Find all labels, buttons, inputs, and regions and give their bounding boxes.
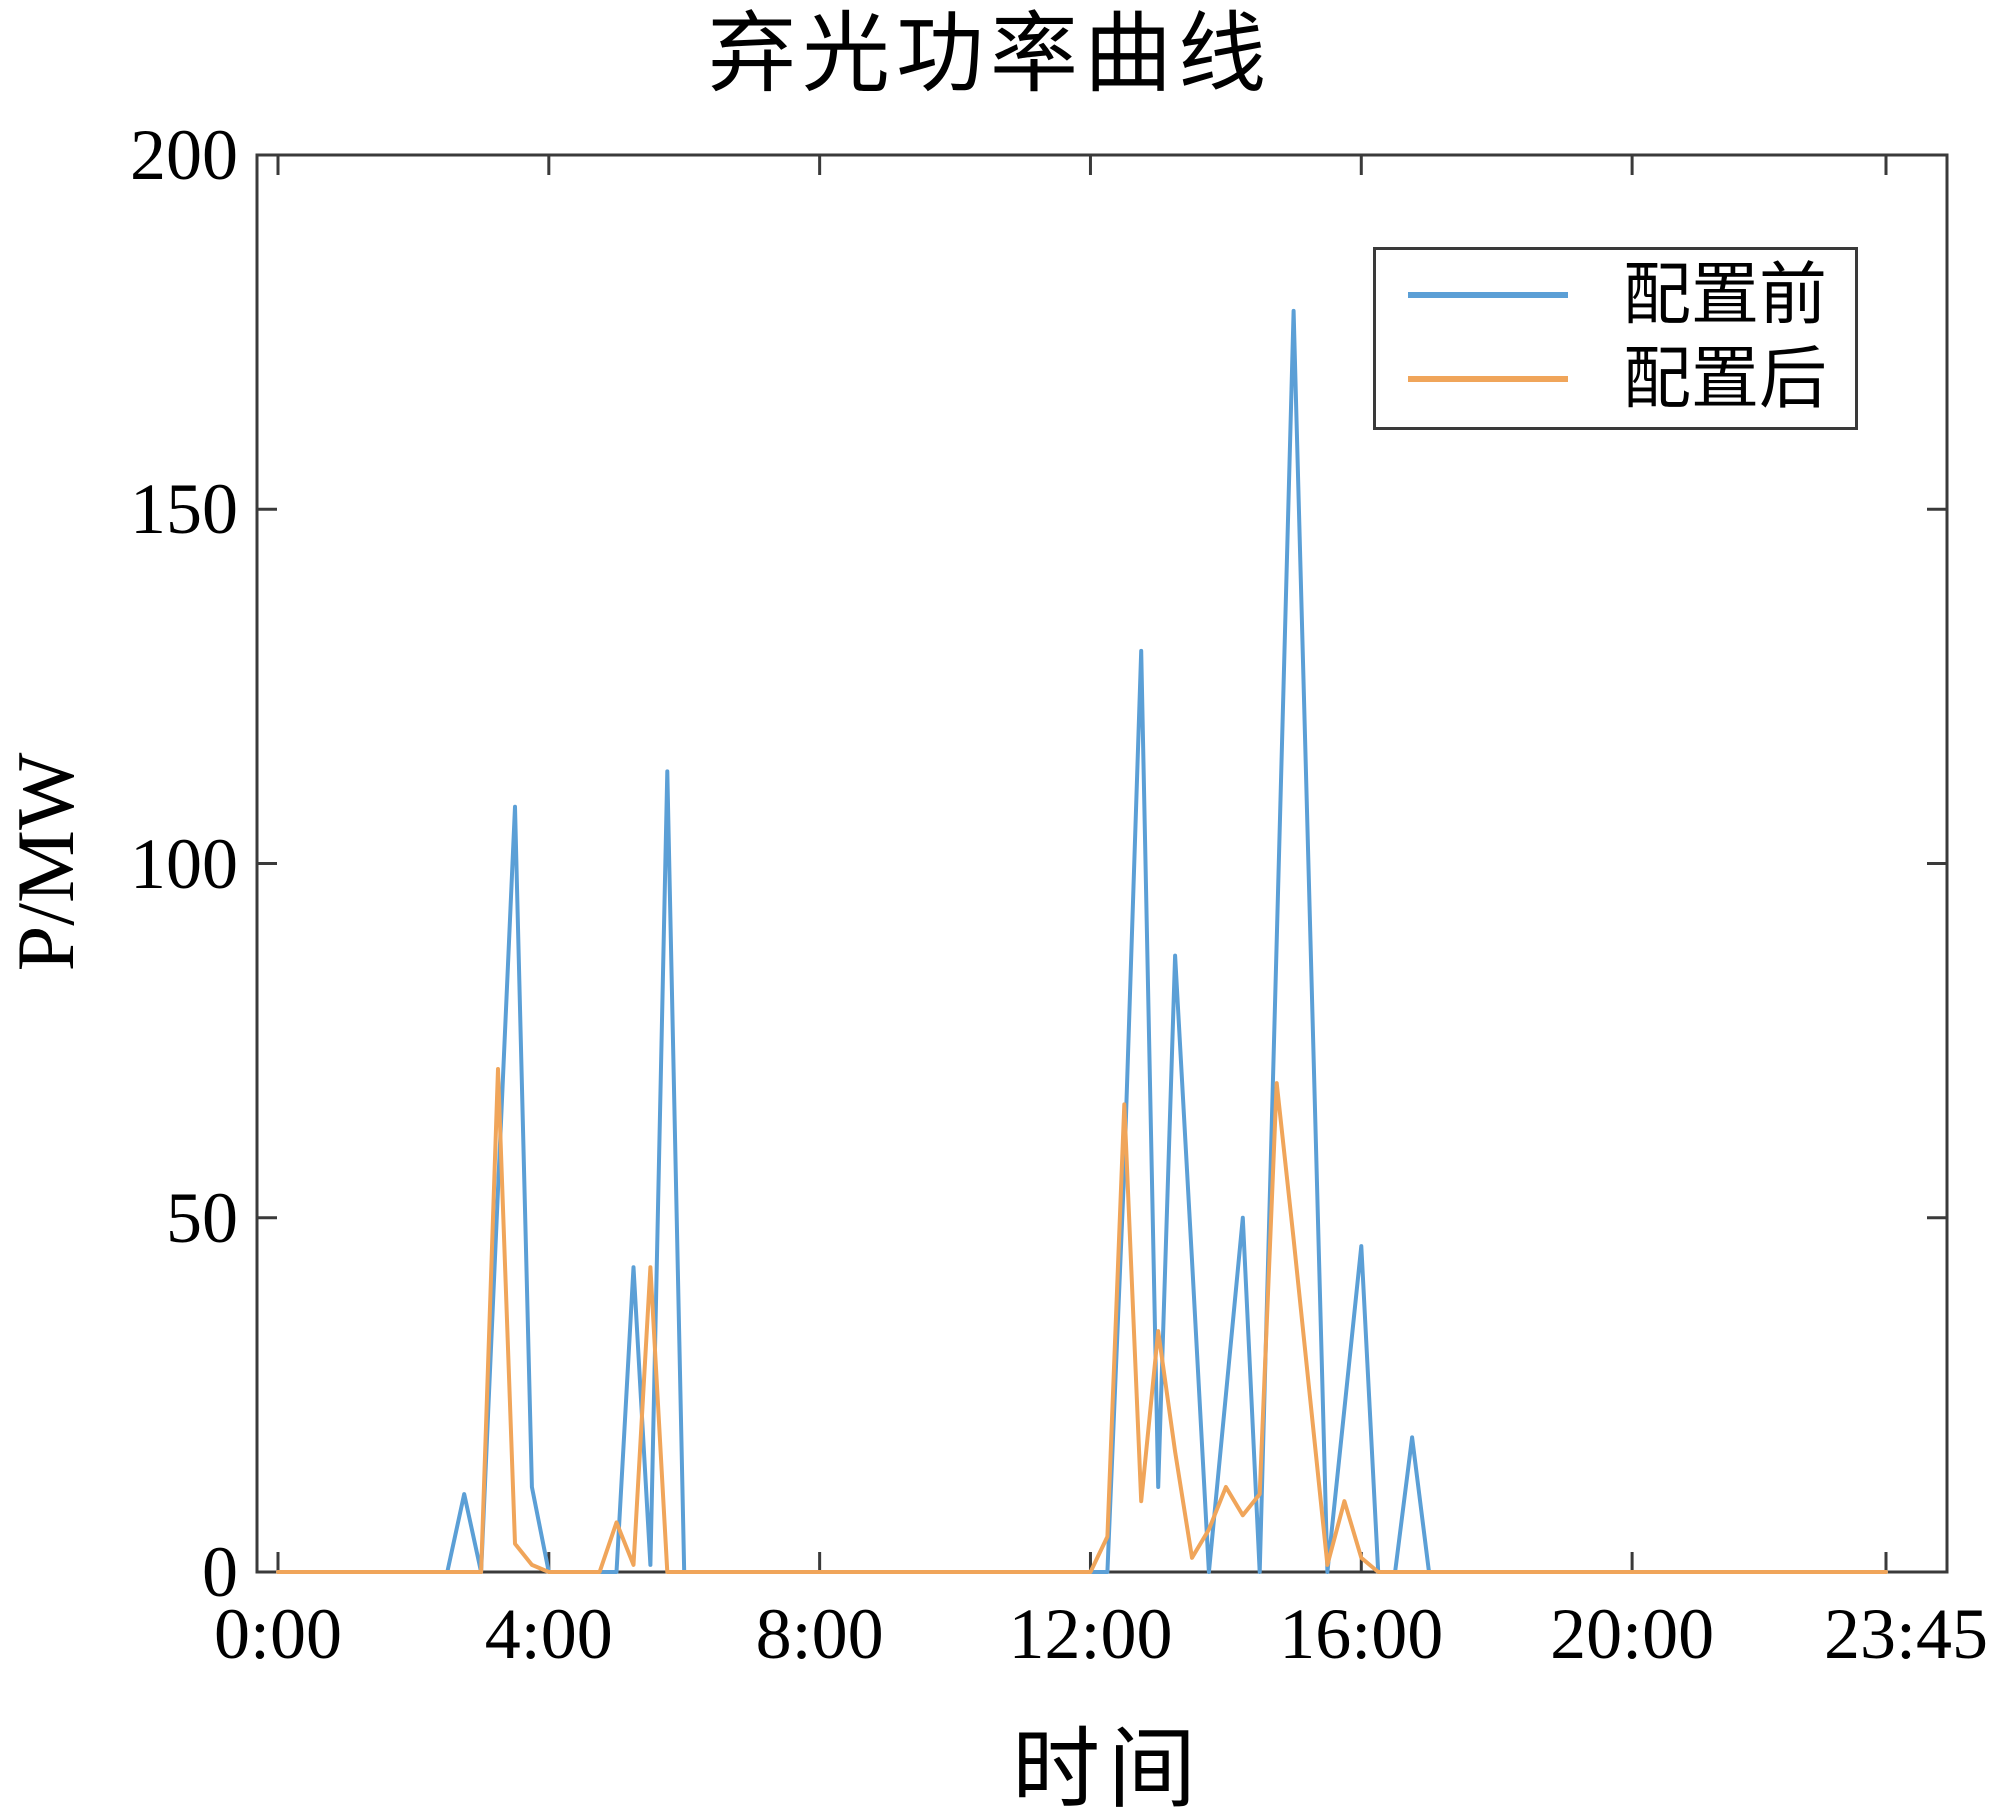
x-tick-label: 23:45 [1823, 1594, 1988, 1674]
y-tick-label: 150 [130, 469, 238, 550]
x-tick-label: 0:00 [213, 1594, 342, 1674]
legend-line-orange-icon [1408, 376, 1568, 382]
y-tick-label: 200 [130, 115, 238, 195]
legend-item-before-config: 配置前 [1376, 253, 1855, 337]
x-axis-label: 时间 [1011, 1722, 1205, 1820]
legend-line-blue-icon [1408, 292, 1568, 298]
y-tick-label: 0 [202, 1532, 238, 1612]
legend-label: 配置前 [1623, 257, 1828, 333]
legend: 配置前 配置后 [1373, 247, 1858, 430]
series-line-before [276, 308, 1888, 1574]
x-tick-label: 4:00 [484, 1594, 613, 1674]
x-tick-label: 8:00 [755, 1594, 884, 1674]
x-tick-label: 12:00 [1008, 1594, 1173, 1674]
legend-label: 配置后 [1623, 341, 1828, 417]
legend-item-after-config: 配置后 [1376, 337, 1855, 421]
y-tick-label: 50 [166, 1177, 238, 1258]
y-tick-label: 100 [130, 823, 238, 904]
x-tick-label: 16:00 [1279, 1594, 1444, 1674]
series-line-after [276, 1067, 1888, 1574]
chart-title: 弃光功率曲线 [707, 7, 1272, 104]
x-tick-label: 20:00 [1550, 1594, 1715, 1674]
